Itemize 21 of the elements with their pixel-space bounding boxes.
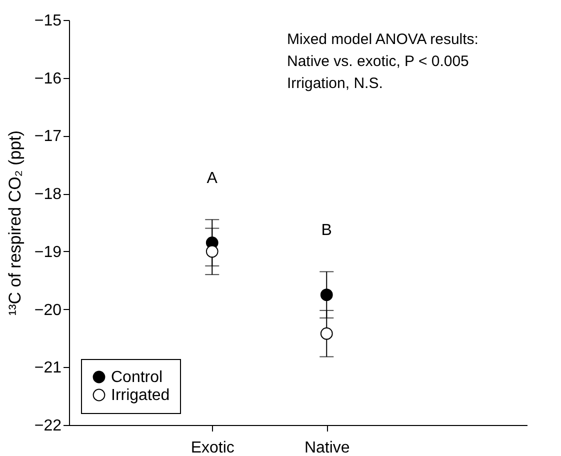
annotation: A <box>206 170 218 187</box>
annotation: B <box>321 222 332 239</box>
annotation: Irrigation, N.S. <box>287 75 383 92</box>
annotation: Mixed model ANOVA results: <box>287 31 478 48</box>
y-tick-label: −16 <box>34 70 62 88</box>
legend-label: Control <box>111 369 163 386</box>
point <box>206 245 218 258</box>
y-tick-label: −17 <box>34 128 62 146</box>
y-tick-label: −15 <box>34 12 62 30</box>
y-tick-label: −19 <box>34 244 62 261</box>
point <box>320 288 333 302</box>
y-tick-label: −20 <box>34 302 62 319</box>
x-tick-label: Native <box>304 440 350 456</box>
annotation: Native vs. exotic, P < 0.005 <box>287 53 469 70</box>
point <box>320 327 333 340</box>
y-tick-label: −18 <box>34 186 62 204</box>
y-axis-title: ¹³C of respired CO₂ (ppt) <box>5 130 24 316</box>
legend-label: Irrigated <box>111 387 170 404</box>
y-tick-label: −22 <box>34 418 62 434</box>
x-tick-label: Exotic <box>190 440 234 456</box>
y-tick-label: −21 <box>34 360 62 377</box>
